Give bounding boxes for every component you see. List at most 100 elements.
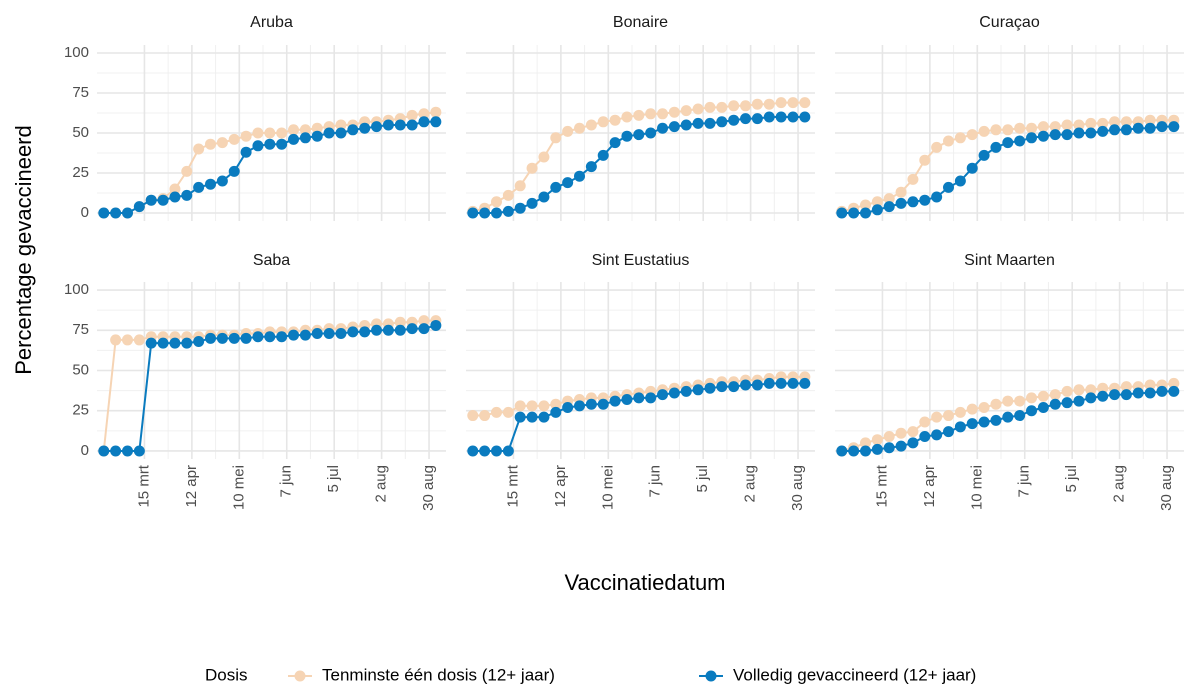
data-point	[799, 97, 811, 109]
data-point	[1168, 385, 1180, 397]
data-point	[406, 323, 418, 335]
data-point	[133, 334, 145, 346]
data-point	[110, 445, 122, 457]
x-tick-label: 12 apr	[921, 465, 938, 508]
data-point	[859, 207, 871, 219]
x-tick-label: 15 mrt	[504, 464, 521, 507]
data-point	[323, 327, 335, 339]
data-point	[347, 124, 359, 136]
data-point	[382, 324, 394, 336]
data-point	[668, 121, 680, 133]
data-point	[966, 418, 978, 430]
data-point	[538, 411, 550, 423]
data-point	[799, 111, 811, 123]
data-point	[228, 165, 240, 177]
y-tick-label: 75	[72, 84, 89, 101]
x-tick-label: 10 mei	[599, 465, 616, 510]
legend-label: Tenminste één dosis (12+ jaar)	[322, 665, 555, 684]
data-point	[502, 406, 514, 418]
data-point	[1097, 125, 1109, 137]
data-point	[550, 398, 562, 410]
data-point	[871, 434, 883, 446]
data-point	[418, 116, 430, 128]
data-point	[871, 204, 883, 216]
data-point	[205, 178, 217, 190]
data-point	[1085, 117, 1097, 129]
data-point	[193, 181, 205, 193]
data-point	[394, 119, 406, 131]
data-point	[787, 97, 799, 109]
data-point	[479, 410, 491, 422]
data-point	[1168, 377, 1180, 389]
data-point	[633, 392, 645, 404]
data-point	[859, 437, 871, 449]
data-point	[288, 124, 300, 136]
data-point	[490, 207, 502, 219]
data-point	[895, 197, 907, 209]
data-point	[883, 193, 895, 205]
data-point	[883, 430, 895, 442]
x-tick-label: 7 jun	[1016, 465, 1033, 498]
legend-key-point	[705, 670, 717, 682]
data-point	[157, 194, 169, 206]
data-point	[574, 170, 586, 182]
data-point	[990, 398, 1002, 410]
data-point	[919, 416, 931, 428]
data-point	[966, 162, 978, 174]
data-point	[1120, 389, 1132, 401]
data-point	[848, 445, 860, 457]
x-tick-label: 7 jun	[278, 465, 295, 498]
data-point	[585, 161, 597, 173]
x-tick-label: 12 apr	[552, 465, 569, 508]
data-point	[1156, 385, 1168, 397]
data-point	[633, 109, 645, 121]
data-point	[1061, 119, 1073, 131]
data-point	[680, 105, 692, 117]
data-point	[502, 445, 514, 457]
data-point	[633, 129, 645, 141]
data-point	[931, 411, 943, 423]
data-point	[1002, 137, 1014, 149]
data-point	[836, 445, 848, 457]
data-point	[883, 442, 895, 454]
data-point	[371, 121, 383, 133]
data-point	[954, 132, 966, 144]
data-point	[763, 98, 775, 110]
data-point	[299, 124, 311, 136]
data-point	[787, 111, 799, 123]
data-point	[1002, 411, 1014, 423]
x-tick-label: 30 aug	[420, 465, 437, 511]
facet-title: Curaçao	[979, 14, 1040, 31]
data-point	[574, 400, 586, 412]
data-point	[526, 197, 538, 209]
data-point	[216, 137, 228, 149]
data-point	[1120, 116, 1132, 128]
data-point	[1049, 398, 1061, 410]
data-point	[1097, 390, 1109, 402]
x-tick-label: 7 jun	[647, 465, 664, 498]
data-point	[430, 319, 442, 331]
x-tick-label: 5 jul	[1063, 465, 1080, 493]
data-point	[193, 143, 205, 155]
data-point	[538, 191, 550, 203]
data-point	[704, 117, 716, 129]
data-point	[550, 406, 562, 418]
data-point	[645, 127, 657, 139]
data-point	[799, 377, 811, 389]
data-point	[763, 377, 775, 389]
data-point	[145, 194, 157, 206]
data-point	[276, 331, 288, 343]
data-point	[1049, 121, 1061, 133]
data-point	[490, 196, 502, 208]
data-point	[609, 395, 621, 407]
data-point	[479, 207, 491, 219]
data-point	[645, 108, 657, 120]
data-point	[657, 108, 669, 120]
data-point	[1037, 121, 1049, 133]
data-point	[335, 327, 347, 339]
data-point	[169, 191, 181, 203]
data-point	[1049, 129, 1061, 141]
data-point	[657, 122, 669, 134]
